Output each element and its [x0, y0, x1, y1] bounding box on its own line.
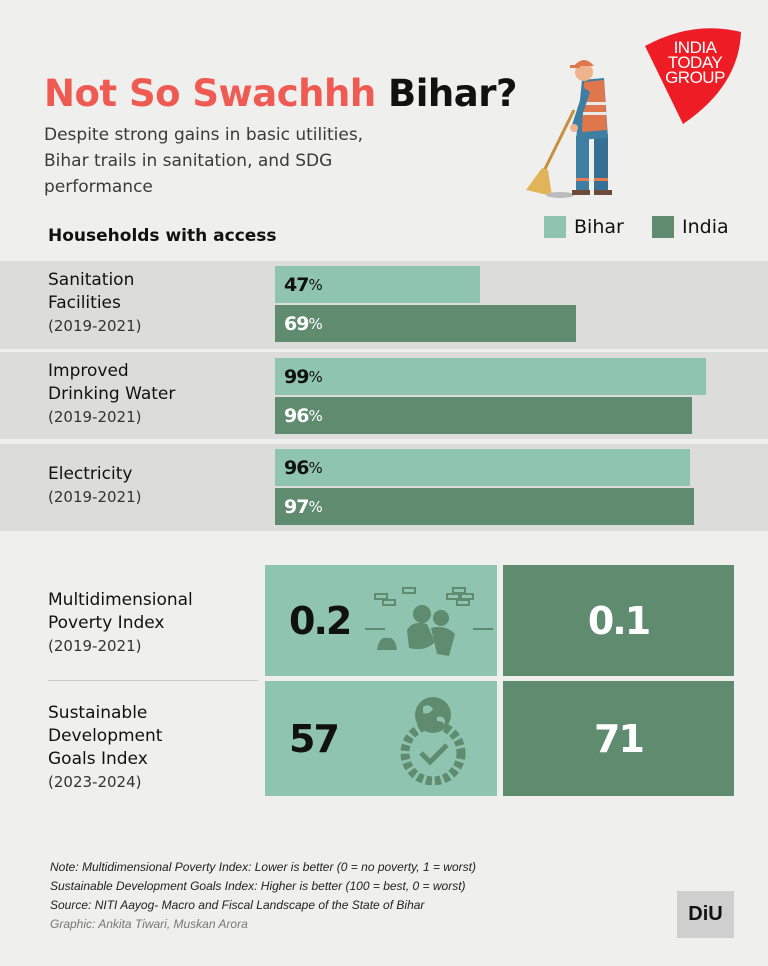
row-name-line1: Electricity — [48, 464, 133, 484]
legend-swatch-bihar — [544, 216, 566, 238]
bar-value: 99 — [284, 365, 309, 388]
mpi-india-box: 0.1 — [503, 565, 734, 676]
source-text: Source: NITI Aayog- Macro and Fiscal Lan… — [50, 898, 425, 912]
index-years: (2023-2024) — [48, 773, 142, 791]
page-title: Not So Swachhh Bihar? — [44, 72, 517, 115]
index-label-mpi: Multidimensional Poverty Index (2019-202… — [48, 589, 193, 658]
sdg-bihar-value: 57 — [289, 716, 340, 761]
sdg-india-box: 71 — [503, 681, 734, 796]
diu-logo-text: DiU — [688, 903, 723, 925]
legend-swatch-india — [652, 216, 674, 238]
index-name-line2: Poverty Index — [48, 613, 165, 633]
row-label-sanitation: Sanitation Facilities (2019-2021) — [48, 269, 141, 338]
note-sdg: Sustainable Development Goals Index: Hig… — [50, 879, 466, 893]
row-label-water: Improved Drinking Water (2019-2021) — [48, 360, 175, 429]
bar-value: 47 — [284, 273, 309, 296]
bar-value: 97 — [284, 495, 309, 518]
index-name-line1: Sustainable — [48, 703, 148, 723]
logo-shape-icon — [645, 28, 741, 124]
subtitle: Despite strong gains in basic utilities,… — [44, 125, 364, 197]
logo-line-2: TODAY — [667, 53, 723, 72]
pct-sign: % — [308, 406, 323, 425]
pct-sign: % — [308, 458, 323, 477]
row-years: (2019-2021) — [48, 408, 142, 426]
row-name-line2: Facilities — [48, 293, 121, 313]
graphic-credit: Graphic: Ankita Tiwari, Muskan Arora — [50, 917, 248, 931]
sdg-bihar-box: 57 — [265, 681, 497, 796]
pct-sign: % — [308, 497, 323, 516]
pct-sign: % — [308, 314, 323, 333]
note-mpi: Note: Multidimensional Poverty Index: Lo… — [50, 860, 476, 874]
index-name-line2: Development — [48, 726, 163, 746]
row-name-line1: Improved — [48, 361, 129, 381]
sweeper-illustration-icon — [526, 60, 612, 198]
bar-value: 96 — [284, 404, 309, 427]
bar-bihar-sanitation: 47% — [275, 266, 480, 303]
bar-value: 96 — [284, 456, 309, 479]
pct-sign: % — [308, 275, 323, 294]
sdg-india-value: 71 — [594, 716, 645, 761]
bar-india-electricity: 97% — [275, 488, 694, 525]
bar-india-sanitation: 69% — [275, 305, 576, 342]
legend-label-bihar: Bihar — [574, 216, 624, 238]
index-years: (2019-2021) — [48, 637, 142, 655]
globe-check-icon — [400, 697, 466, 785]
row-name-line2: Drinking Water — [48, 384, 176, 404]
index-name-line3: Goals Index — [48, 749, 148, 769]
row-years: (2019-2021) — [48, 488, 142, 506]
bar-value: 69 — [284, 312, 309, 335]
row-name-line1: Sanitation — [48, 270, 135, 290]
bar-bihar-electricity: 96% — [275, 449, 690, 486]
diu-logo: DiU — [677, 891, 734, 938]
footer-notes: Note: Multidimensional Poverty Index: Lo… — [50, 858, 476, 934]
row-label-electricity: Electricity (2019-2021) — [48, 463, 141, 509]
logo-line-3: GROUP — [665, 68, 725, 87]
index-divider — [48, 680, 258, 681]
logo-line-1: INDIA — [673, 38, 717, 57]
index-label-sdg: Sustainable Development Goals Index (202… — [48, 702, 162, 794]
section-heading: Households with access — [48, 226, 277, 246]
legend-label-india: India — [682, 216, 729, 238]
title-highlight: Not So Swachhh — [44, 72, 376, 115]
index-name-line1: Multidimensional — [48, 590, 193, 610]
mpi-india-value: 0.1 — [587, 598, 651, 643]
mpi-bihar-box: 0.2 — [265, 565, 497, 676]
poverty-icon — [365, 587, 493, 656]
legend-india: India — [652, 216, 729, 238]
pct-sign: % — [308, 367, 323, 386]
bar-india-water: 96% — [275, 397, 692, 434]
india-today-logo: INDIA TODAY GROUP — [643, 26, 743, 126]
legend-bihar: Bihar — [544, 216, 624, 238]
row-years: (2019-2021) — [48, 317, 142, 335]
mpi-bihar-value: 0.2 — [289, 598, 352, 643]
bar-bihar-water: 99% — [275, 358, 706, 395]
title-rest: Bihar? — [388, 72, 517, 115]
